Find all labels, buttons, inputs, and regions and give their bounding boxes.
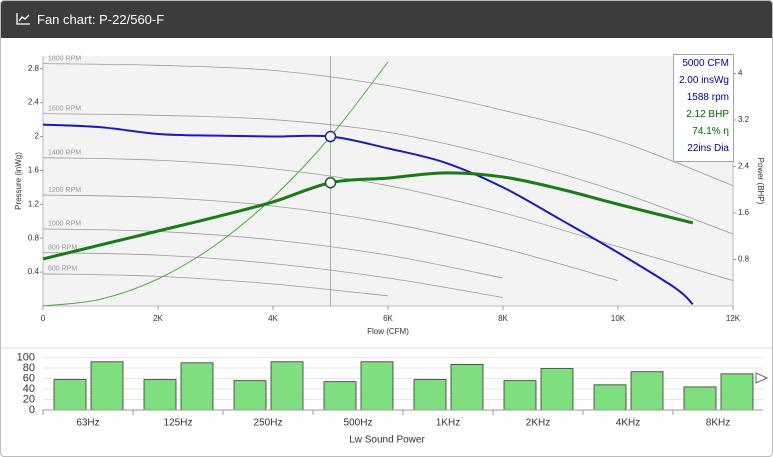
header-title: Fan chart: P-22/560-F (37, 12, 165, 27)
operating-point (324, 176, 337, 189)
rpm-curve (43, 194, 619, 281)
curve (43, 123, 694, 306)
operating-point (324, 130, 337, 143)
x-tick-label: 10K (611, 314, 626, 323)
y2-tick-label: 2.4 (738, 162, 750, 171)
rpm-curve (43, 113, 733, 235)
fan-chart: 0 2K 4K 6K 8K 10K 12K 0.4 0.8 1.2 1.6 2 2.4 2.8 0.8 1.6… (14, 55, 765, 336)
x-axis-label: Lw Sound Power (349, 435, 425, 446)
x-tick-label: 1KHz (436, 418, 460, 429)
bar (53, 379, 87, 411)
bar (540, 368, 574, 411)
rpm-curve (43, 157, 733, 281)
x-tick-label: 8KHz (706, 418, 730, 429)
chart-icon (16, 13, 30, 25)
y-axis-label: Pressure (inWg) (14, 152, 23, 210)
bar (90, 361, 124, 411)
tooltip-line: 22ins Dia (687, 143, 729, 154)
curve (43, 171, 694, 261)
x-tick-label: 63Hz (76, 418, 99, 429)
y-tick-label: 40 (23, 383, 35, 395)
rpm-label: 600 RPM (48, 266, 77, 273)
x-tick-label: 0 (41, 314, 46, 323)
x-tick-label: 4K (268, 314, 278, 323)
y-tick-label: 1.6 (28, 166, 40, 175)
x-axis-label: Flow (CFM) (367, 327, 409, 336)
tooltip-line: 2.00 insWg (678, 75, 729, 86)
bar (503, 380, 537, 411)
bar (683, 386, 717, 411)
x-tick-label: 500Hz (344, 418, 373, 429)
rpm-label: 1200 RPM (48, 187, 81, 194)
bar (720, 373, 754, 411)
bar (143, 379, 177, 411)
x-tick-label: 6K (383, 314, 393, 323)
y-tick-label: 100 (17, 351, 35, 363)
x-tick-label: 125Hz (164, 418, 193, 429)
bar (450, 363, 484, 411)
y-tick-label: 0.8 (28, 233, 40, 242)
header: Fan chart: P-22/560-F (1, 1, 772, 38)
rpm-label: 1600 RPM (48, 105, 81, 112)
y-tick-label: 2 (35, 132, 40, 141)
tooltip-line: 2.12 BHP (686, 109, 729, 120)
y-tick-label: 2.8 (28, 64, 40, 73)
bar (270, 361, 304, 411)
x-tick-label: 2KHz (526, 418, 550, 429)
tooltip: 5000 CFM 2.00 insWg 1588 rpm 2.12 BHP 74.1% … (673, 54, 734, 162)
y2-tick-label: 0.8 (738, 255, 750, 264)
rpm-curve (43, 252, 504, 298)
rpm-curve (43, 273, 389, 297)
bar (630, 371, 664, 411)
x-tick-label: 12K (726, 314, 741, 323)
plot-background (43, 56, 733, 306)
y-tick-label: 0 (29, 404, 35, 416)
rpm-label: 1400 RPM (48, 150, 81, 157)
y-tick-label: 80 (23, 362, 35, 374)
y-tick-label: 0.4 (28, 267, 40, 276)
x-tick-label: 250Hz (254, 418, 283, 429)
y-tick-label: 60 (23, 372, 35, 384)
x-tick-label: 8K (498, 314, 508, 323)
bar (323, 381, 357, 411)
y2-tick-label: 1.6 (738, 208, 750, 217)
y-tick-label: 1.2 (28, 199, 40, 208)
tooltip-line: 5000 CFM (682, 58, 729, 69)
tooltip-line: 1588 rpm (686, 92, 729, 103)
bar (360, 361, 394, 411)
rpm-label: 800 RPM (48, 244, 77, 251)
y-tick-label: 20 (23, 393, 35, 405)
tooltip-line: 74.1% η (692, 126, 729, 137)
x-tick-label: 2K (153, 314, 163, 323)
y2-axis-label: Power (BHP) (756, 158, 765, 205)
rpm-label: 1800 RPM (48, 55, 81, 62)
bar (413, 379, 447, 411)
y-tick-label: 2.4 (28, 98, 40, 107)
bar (593, 384, 627, 411)
y2-tick-label: 4 (738, 69, 743, 78)
rpm-curve (43, 63, 733, 187)
y2-tick-label: 3.2 (738, 115, 750, 124)
rpm-curve (43, 228, 504, 279)
bar (233, 380, 267, 411)
bar (180, 362, 214, 411)
x-tick-label: 4KHz (616, 418, 640, 429)
rpm-label: 1000 RPM (48, 221, 81, 228)
scroll-arrow (755, 372, 769, 384)
